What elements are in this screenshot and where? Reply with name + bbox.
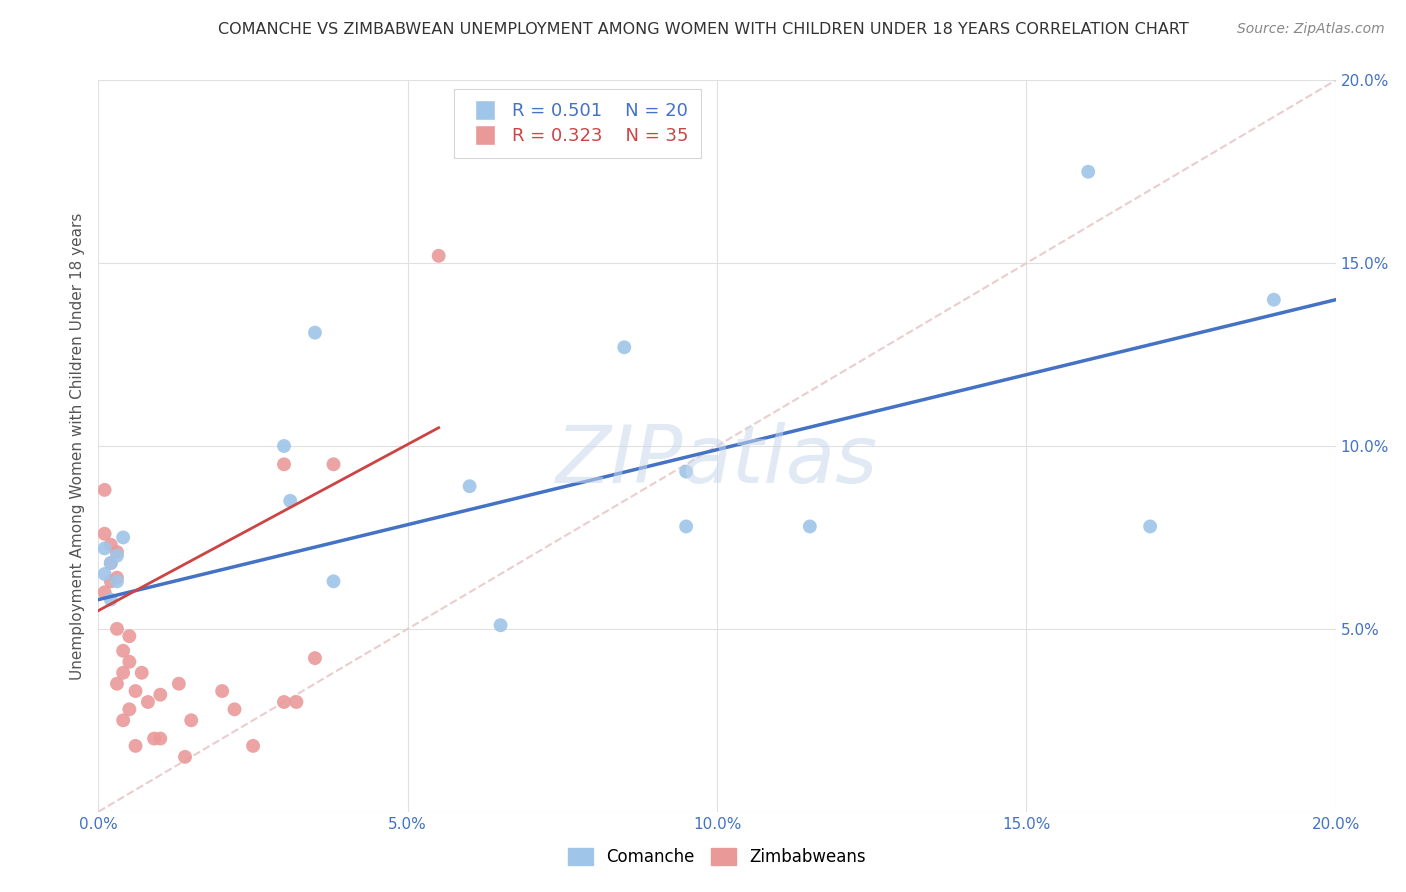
Point xyxy=(180,714,202,728)
Point xyxy=(112,714,135,728)
Point xyxy=(149,731,172,746)
Point xyxy=(427,249,450,263)
Point xyxy=(273,695,295,709)
Point xyxy=(100,574,122,589)
Point xyxy=(93,585,115,599)
Point xyxy=(124,684,146,698)
Point xyxy=(174,749,197,764)
Point xyxy=(105,574,128,589)
Point xyxy=(136,695,159,709)
Point xyxy=(167,676,190,690)
Point xyxy=(613,340,636,354)
Point xyxy=(93,541,115,556)
Legend: Comanche, Zimbabweans: Comanche, Zimbabweans xyxy=(561,841,873,873)
Point xyxy=(1139,519,1161,533)
Point xyxy=(100,556,122,570)
Point xyxy=(112,530,135,544)
Point xyxy=(304,651,326,665)
Text: COMANCHE VS ZIMBABWEAN UNEMPLOYMENT AMONG WOMEN WITH CHILDREN UNDER 18 YEARS COR: COMANCHE VS ZIMBABWEAN UNEMPLOYMENT AMON… xyxy=(218,22,1188,37)
Point xyxy=(112,644,135,658)
Y-axis label: Unemployment Among Women with Children Under 18 years: Unemployment Among Women with Children U… xyxy=(69,212,84,680)
Point xyxy=(100,592,122,607)
Point xyxy=(100,538,122,552)
Point xyxy=(242,739,264,753)
Point xyxy=(322,574,344,589)
Text: ZIPatlas: ZIPatlas xyxy=(555,422,879,500)
Point xyxy=(211,684,233,698)
Point xyxy=(100,556,122,570)
Point xyxy=(322,458,344,472)
Point xyxy=(458,479,481,493)
Point xyxy=(278,493,301,508)
Point xyxy=(799,519,821,533)
Point xyxy=(118,629,141,643)
Point xyxy=(285,695,308,709)
Point xyxy=(118,702,141,716)
Point xyxy=(105,571,128,585)
Point xyxy=(304,326,326,340)
Text: Source: ZipAtlas.com: Source: ZipAtlas.com xyxy=(1237,22,1385,37)
Point xyxy=(93,567,115,582)
Point xyxy=(105,622,128,636)
Point xyxy=(675,519,697,533)
Point xyxy=(93,526,115,541)
Point xyxy=(124,739,146,753)
Point xyxy=(273,458,295,472)
Point xyxy=(143,731,166,746)
Point xyxy=(118,655,141,669)
Point xyxy=(675,465,697,479)
Point xyxy=(105,545,128,559)
Point xyxy=(149,688,172,702)
Point xyxy=(1077,165,1099,179)
Point xyxy=(489,618,512,632)
Point xyxy=(273,439,295,453)
Point xyxy=(112,665,135,680)
Point xyxy=(131,665,153,680)
Point xyxy=(224,702,246,716)
Point xyxy=(93,483,115,497)
Point xyxy=(105,676,128,690)
Point xyxy=(1263,293,1285,307)
Point xyxy=(105,549,128,563)
